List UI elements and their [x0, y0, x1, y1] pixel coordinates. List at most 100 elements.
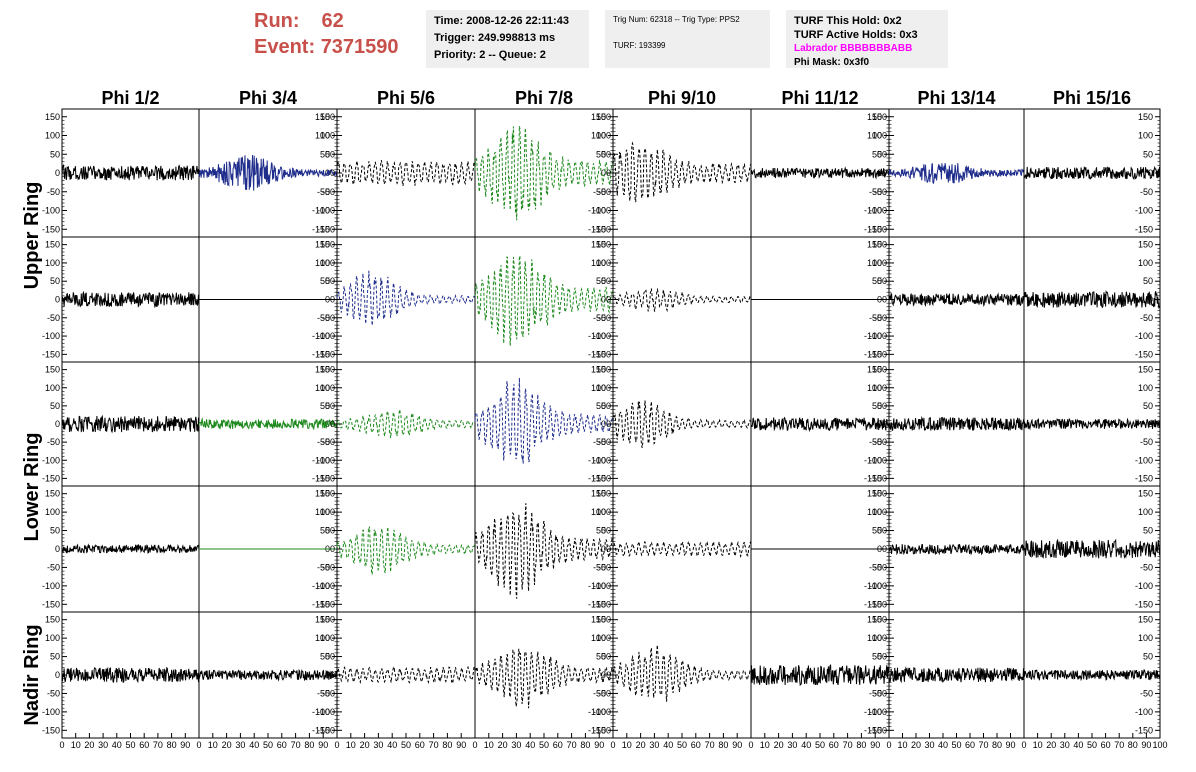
x-tick-label: 80	[167, 740, 177, 750]
x-tick-label: 30	[787, 740, 797, 750]
y-tick-label: -100	[312, 455, 330, 465]
y-tick-label: 50	[596, 652, 606, 662]
y-tick-label: 100	[320, 383, 335, 393]
x-tick-label: 80	[992, 740, 1002, 750]
y-tick-label: 100	[315, 507, 330, 517]
y-tick-label: 150	[591, 365, 606, 375]
x-tick-label: 20	[222, 740, 232, 750]
x-tick-label: 20	[774, 740, 784, 750]
y-tick-label: 150	[45, 615, 60, 625]
y-tick-label: 50	[872, 149, 882, 159]
y-tick-label: -150	[588, 725, 606, 735]
y-tick-label: 50	[320, 276, 330, 286]
y-tick-label: -150	[1135, 725, 1153, 735]
waveform-trace	[336, 160, 476, 186]
x-tick-label: 0	[334, 740, 339, 750]
x-tick-label: 60	[691, 740, 701, 750]
y-tick-label: 150	[45, 489, 60, 499]
y-tick-label: -150	[864, 473, 882, 483]
y-tick-label: 100	[872, 131, 887, 141]
y-tick-label: 0	[601, 295, 606, 305]
y-tick-label: 0	[330, 295, 335, 305]
x-tick-label: 100	[1152, 740, 1167, 750]
x-tick-label: 70	[705, 740, 715, 750]
waveform-trace	[888, 415, 1025, 431]
y-tick-label: 0	[55, 419, 60, 429]
y-tick-label: -150	[1135, 473, 1153, 483]
x-tick-label: 70	[567, 740, 577, 750]
x-tick-label: 60	[829, 740, 839, 750]
y-tick-label: 150	[45, 240, 60, 250]
x-tick-label: 60	[139, 740, 149, 750]
y-tick-label: -50	[1140, 562, 1153, 572]
panel-frame	[612, 611, 752, 739]
waveform-trace	[1023, 290, 1161, 309]
x-tick-label: 80	[856, 740, 866, 750]
y-tick-label: -150	[317, 473, 335, 483]
y-tick-label: -100	[869, 455, 887, 465]
y-tick-label: 100	[867, 507, 882, 517]
y-tick-label: 100	[45, 383, 60, 393]
x-tick-label: 20	[1046, 740, 1056, 750]
y-tick-label: 0	[55, 295, 60, 305]
y-tick-label: 150	[867, 489, 882, 499]
y-tick-label: 50	[1143, 276, 1153, 286]
x-tick-label: 60	[553, 740, 563, 750]
x-tick-label: 70	[978, 740, 988, 750]
y-tick-label: 0	[1148, 168, 1153, 178]
y-tick-label: -50	[47, 562, 60, 572]
y-tick-label: -150	[317, 349, 335, 359]
y-tick-label: 50	[50, 149, 60, 159]
x-tick-label: 80	[718, 740, 728, 750]
x-tick-label: 60	[415, 740, 425, 750]
column-heading: Phi 5/6	[377, 88, 435, 108]
y-tick-label: 150	[872, 240, 887, 250]
y-tick-label: 100	[320, 131, 335, 141]
y-tick-label: -50	[869, 688, 882, 698]
panel-frame	[612, 236, 752, 363]
y-tick-label: 0	[606, 295, 611, 305]
y-tick-label: -50	[317, 187, 330, 197]
y-tick-label: -50	[598, 313, 611, 323]
y-tick-label: 50	[601, 149, 611, 159]
y-tick-label: -100	[864, 206, 882, 216]
y-tick-label: 0	[601, 419, 606, 429]
y-tick-label: 50	[50, 526, 60, 536]
y-tick-label: -100	[588, 206, 606, 216]
y-tick-label: -150	[869, 349, 887, 359]
x-tick-label: 90	[732, 740, 742, 750]
y-tick-label: 100	[596, 258, 611, 268]
y-tick-label: 100	[315, 258, 330, 268]
y-tick-label: 150	[1138, 112, 1153, 122]
waveform-trace	[474, 255, 614, 346]
y-tick-label: 50	[1143, 149, 1153, 159]
x-tick-label: 40	[938, 740, 948, 750]
y-tick-label: -50	[1140, 313, 1153, 323]
x-tick-label: 10	[897, 740, 907, 750]
x-tick-label: 0	[196, 740, 201, 750]
y-tick-label: -50	[1140, 187, 1153, 197]
y-tick-label: 50	[601, 652, 611, 662]
y-tick-label: -150	[588, 473, 606, 483]
y-tick-label: -50	[874, 562, 887, 572]
x-tick-label: 40	[663, 740, 673, 750]
y-tick-label: 150	[315, 112, 330, 122]
y-tick-label: -50	[47, 187, 60, 197]
y-tick-label: 100	[45, 507, 60, 517]
y-tick-label: -50	[317, 562, 330, 572]
x-tick-label: 40	[801, 740, 811, 750]
waveform-trace	[1023, 417, 1161, 431]
y-tick-label: 0	[330, 419, 335, 429]
waveform-trace	[198, 154, 338, 191]
y-tick-label: -100	[312, 206, 330, 216]
y-tick-label: -150	[1135, 224, 1153, 234]
x-tick-label: 70	[291, 740, 301, 750]
x-tick-label: 0	[748, 740, 753, 750]
y-tick-label: 0	[1148, 544, 1153, 554]
y-tick-label: 50	[325, 401, 335, 411]
waveform-trace	[474, 648, 614, 709]
y-tick-label: 50	[325, 276, 335, 286]
waveform-trace	[198, 417, 338, 431]
x-tick-label: 20	[360, 740, 370, 750]
column-heading: Phi 13/14	[917, 88, 995, 108]
